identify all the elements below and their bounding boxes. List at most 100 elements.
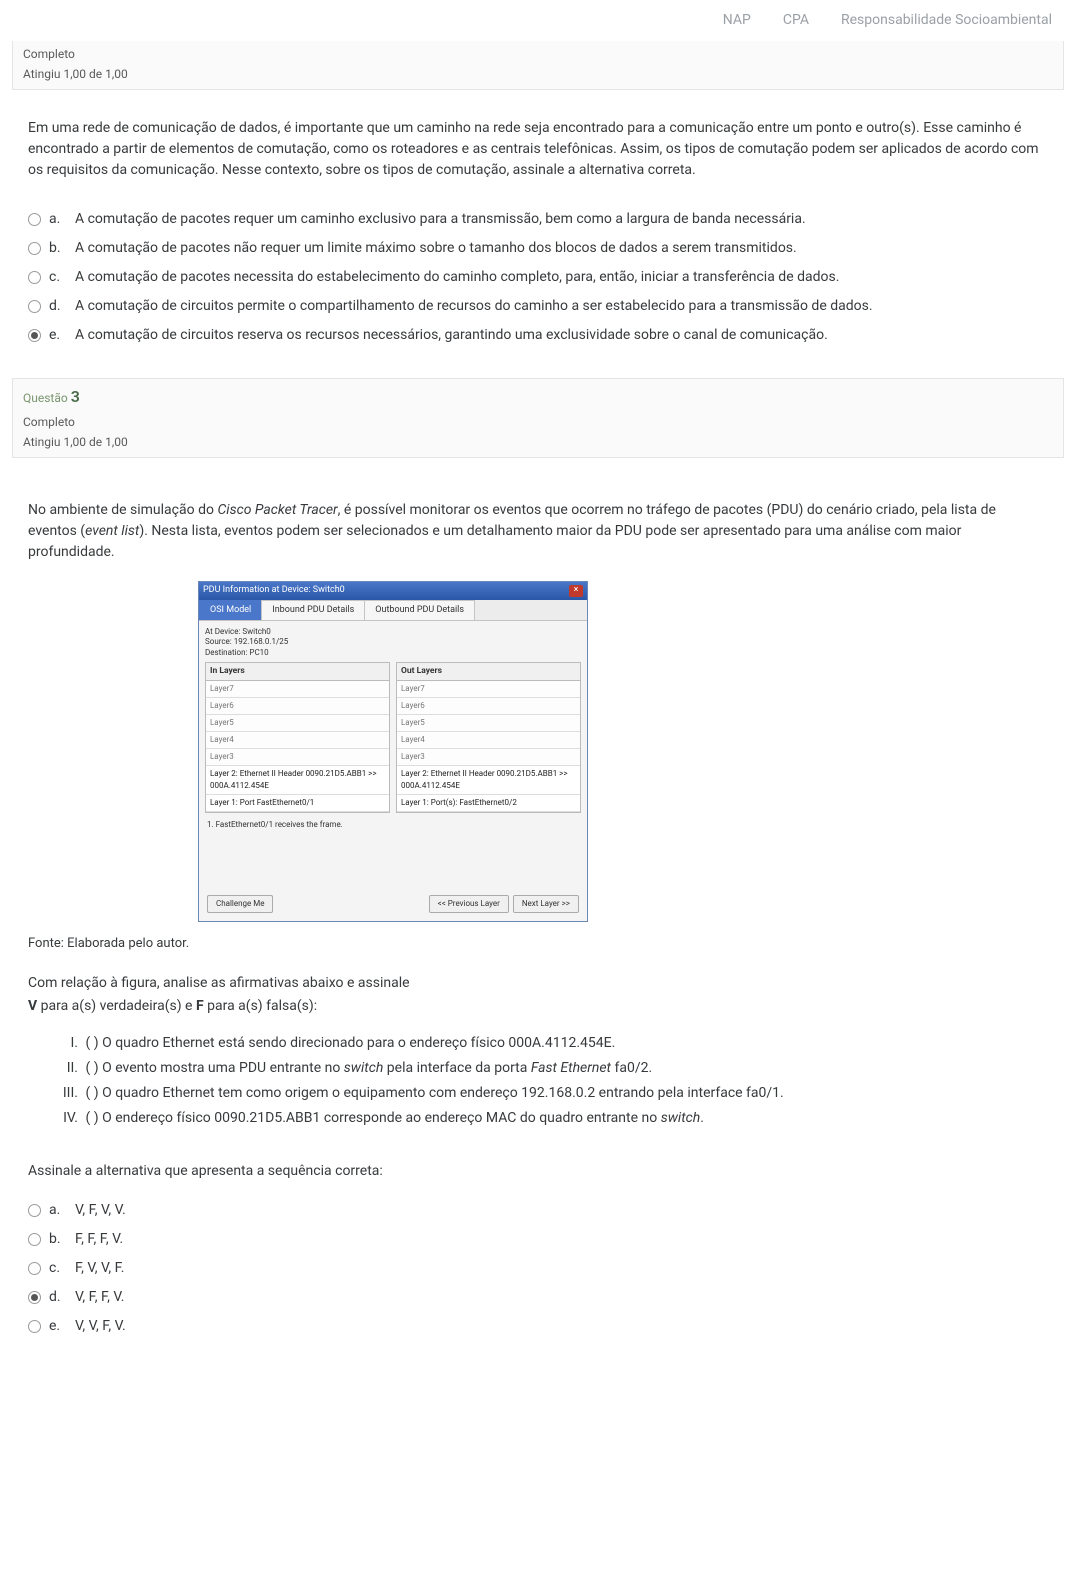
option-text: A comutação de circuitos reserva os recu… xyxy=(75,325,1048,346)
pt-tab-outbound[interactable]: Outbound PDU Details xyxy=(364,600,475,621)
pt-layer: Layer4 xyxy=(397,732,580,749)
radio-icon[interactable] xyxy=(28,1204,41,1217)
q3-option-b[interactable]: b. F, F, F, V. xyxy=(28,1225,1048,1254)
q2-option-a[interactable]: a. A comutação de pacotes requer um cami… xyxy=(28,205,1048,234)
pt-info-line: At Device: Switch0 xyxy=(205,627,581,637)
question-3-header: Questão 3 Completo Atingiu 1,00 de 1,00 xyxy=(12,378,1064,458)
q3-grade: Atingiu 1,00 de 1,00 xyxy=(13,433,1063,457)
pt-layer: Layer3 xyxy=(397,749,580,766)
q3-statements: I. ( ) O quadro Ethernet está sendo dire… xyxy=(52,1031,1048,1131)
pt-challenge-button[interactable]: Challenge Me xyxy=(207,895,273,913)
q3-option-d[interactable]: d. V, F, F, V. xyxy=(28,1283,1048,1312)
option-letter: d. xyxy=(49,1287,67,1308)
nav-link-cpa[interactable]: CPA xyxy=(783,10,809,31)
stem-text-a: ( ) O evento mostra uma PDU entrante no xyxy=(85,1060,343,1076)
pt-layer: Layer4 xyxy=(206,732,389,749)
q3-intro-em2: event list xyxy=(85,523,139,539)
stem-em1: switch xyxy=(344,1060,384,1076)
pt-note: 1. FastEthernet0/1 receives the frame. xyxy=(205,813,581,891)
radio-icon[interactable] xyxy=(28,213,41,226)
legend-text2: para a(s) falsa(s): xyxy=(204,998,318,1014)
stem-text-b: . xyxy=(700,1110,704,1126)
statement-i: I. ( ) O quadro Ethernet está sendo dire… xyxy=(52,1031,1048,1056)
pt-next-layer-button[interactable]: Next Layer >> xyxy=(513,895,579,913)
q2-grade: Atingiu 1,00 de 1,00 xyxy=(13,65,1063,89)
option-text: V, F, F, V. xyxy=(75,1287,1048,1308)
q3-option-e[interactable]: e. V, V, F, V. xyxy=(28,1312,1048,1341)
option-letter: a. xyxy=(49,1200,67,1221)
option-text: A comutação de pacotes requer um caminho… xyxy=(75,209,1048,230)
q2-option-d[interactable]: d. A comutação de circuitos permite o co… xyxy=(28,292,1048,321)
radio-icon[interactable] xyxy=(28,1262,41,1275)
pt-in-head: In Layers xyxy=(206,663,389,681)
nav-link-resp[interactable]: Responsabilidade Socioambiental xyxy=(841,10,1052,31)
option-text: A comutação de pacotes necessita do esta… xyxy=(75,267,1048,288)
q3-intro: No ambiente de simulação do Cisco Packet… xyxy=(28,500,1048,563)
q3-option-c[interactable]: c. F, V, V, F. xyxy=(28,1254,1048,1283)
stem-em1: switch xyxy=(661,1110,701,1126)
statement-ii: II. ( ) O evento mostra uma PDU entrante… xyxy=(52,1056,1048,1081)
pt-info-line: Source: 192.168.0.1/25 xyxy=(205,637,581,647)
question-2-header: Completo Atingiu 1,00 de 1,00 xyxy=(12,41,1064,90)
radio-icon[interactable] xyxy=(28,329,41,342)
pt-tabs: OSI Model Inbound PDU Details Outbound P… xyxy=(199,600,587,622)
q2-paragraph: Em uma rede de comunicação de dados, é i… xyxy=(28,118,1048,181)
pt-out-head: Out Layers xyxy=(397,663,580,681)
q2-status: Completo xyxy=(13,41,1063,65)
pt-info: At Device: Switch0 Source: 192.168.0.1/2… xyxy=(205,625,581,662)
radio-icon[interactable] xyxy=(28,271,41,284)
roman: III. xyxy=(52,1083,78,1104)
stem-text: ( ) O quadro Ethernet está sendo direcio… xyxy=(85,1035,615,1051)
roman: I. xyxy=(52,1033,78,1054)
q2-text: Em uma rede de comunicação de dados, é i… xyxy=(28,118,1048,181)
radio-icon[interactable] xyxy=(28,242,41,255)
q2-option-b[interactable]: b. A comutação de pacotes não requer um … xyxy=(28,234,1048,263)
legend-v: V xyxy=(28,998,37,1014)
radio-icon[interactable] xyxy=(28,1291,41,1304)
pt-out-layers: Out Layers Layer7 Layer6 Layer5 Layer4 L… xyxy=(396,662,581,813)
close-icon[interactable]: × xyxy=(569,585,583,597)
top-nav: NAP CPA Responsabilidade Socioambiental xyxy=(0,0,1076,41)
pt-layer: Layer6 xyxy=(397,698,580,715)
q3-label-prefix: Questão xyxy=(23,391,71,405)
stem-text-b: pela interface da porta xyxy=(383,1060,531,1076)
statement-iii: III. ( ) O quadro Ethernet tem como orig… xyxy=(52,1081,1048,1106)
pt-layer: Layer5 xyxy=(397,715,580,732)
packet-tracer-window: PDU Information at Device: Switch0 × OSI… xyxy=(198,581,588,922)
option-letter: d. xyxy=(49,296,67,317)
radio-icon[interactable] xyxy=(28,1320,41,1333)
option-text: A comutação de pacotes não requer um lim… xyxy=(75,238,1048,259)
q3-number: 3 xyxy=(71,387,80,406)
pt-tab-inbound[interactable]: Inbound PDU Details xyxy=(261,600,365,621)
option-text: V, V, F, V. xyxy=(75,1316,1048,1337)
option-text: F, V, V, F. xyxy=(75,1258,1048,1279)
q3-analysis-intro: Com relação à figura, analise as afirmat… xyxy=(28,973,1048,994)
q3-option-a[interactable]: a. V, F, V, V. xyxy=(28,1196,1048,1225)
option-letter: e. xyxy=(49,1316,67,1337)
stem-text-a: ( ) O endereço físico 0090.21D5.ABB1 cor… xyxy=(85,1110,660,1126)
q2-option-e[interactable]: e. A comutação de circuitos reserva os r… xyxy=(28,321,1048,350)
q3-title: Questão 3 xyxy=(13,379,1063,409)
pt-out-layer1: Layer 1: Port(s): FastEthernet0/2 xyxy=(397,795,580,812)
statement-iv: IV. ( ) O endereço físico 0090.21D5.ABB1… xyxy=(52,1106,1048,1131)
q2-option-c[interactable]: c. A comutação de pacotes necessita do e… xyxy=(28,263,1048,292)
pt-layer: Layer7 xyxy=(206,681,389,698)
pt-prev-layer-button[interactable]: << Previous Layer xyxy=(429,895,509,913)
q3-options: a. V, F, V, V. b. F, F, F, V. c. F, V, V… xyxy=(28,1196,1048,1341)
option-text: A comutação de circuitos permite o compa… xyxy=(75,296,1048,317)
radio-icon[interactable] xyxy=(28,1233,41,1246)
q3-intro-c: ). Nesta lista, eventos podem ser seleci… xyxy=(28,523,961,560)
pt-titlebar: PDU Information at Device: Switch0 × xyxy=(199,582,587,600)
pt-tab-osi[interactable]: OSI Model xyxy=(199,600,262,621)
radio-icon[interactable] xyxy=(28,300,41,313)
pt-layer: Layer3 xyxy=(206,749,389,766)
roman: II. xyxy=(52,1058,78,1079)
pt-layer: Layer7 xyxy=(397,681,580,698)
nav-link-nap[interactable]: NAP xyxy=(723,10,751,31)
pt-in-layer2: Layer 2: Ethernet II Header 0090.21D5.AB… xyxy=(206,766,389,795)
option-letter: c. xyxy=(49,1258,67,1279)
q2-options: a. A comutação de pacotes requer um cami… xyxy=(28,205,1048,350)
pt-in-layers: In Layers Layer7 Layer6 Layer5 Layer4 La… xyxy=(205,662,390,813)
pt-info-line: Destination: PC10 xyxy=(205,648,581,658)
stem-em2: Fast Ethernet xyxy=(531,1060,611,1076)
